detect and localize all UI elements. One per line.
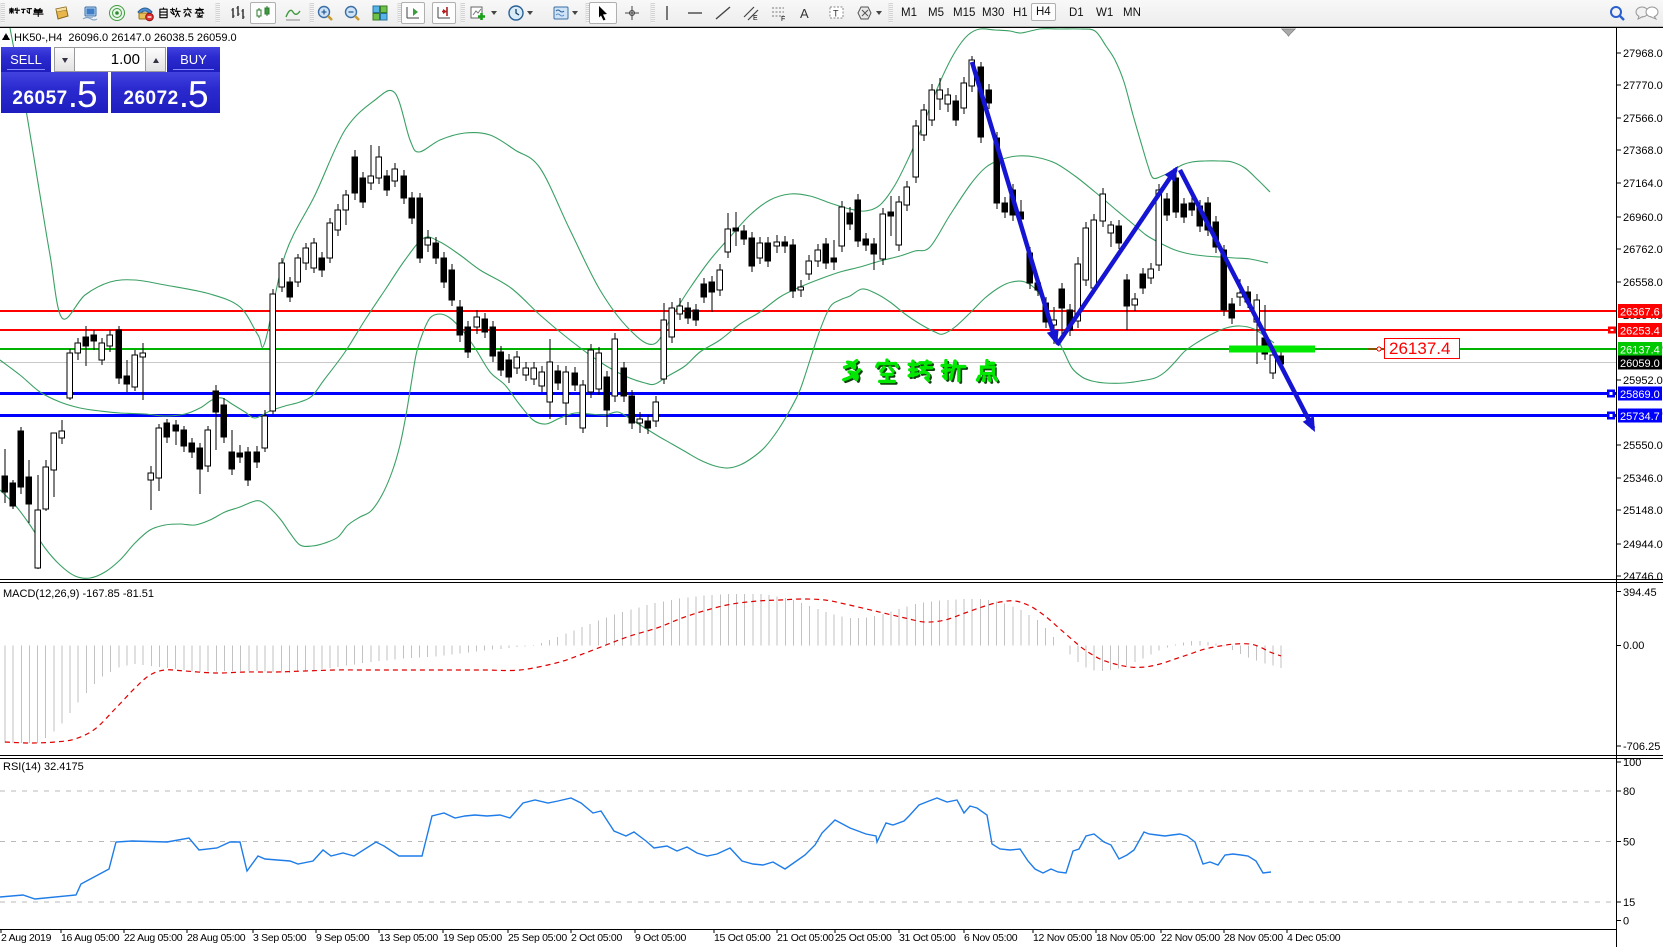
svg-text:27164.0: 27164.0 <box>1623 178 1663 190</box>
svg-text:3 Sep 05:00: 3 Sep 05:00 <box>253 932 307 944</box>
svg-text:22 Nov 05:00: 22 Nov 05:00 <box>1161 932 1220 944</box>
svg-text:31 Oct 05:00: 31 Oct 05:00 <box>899 932 956 944</box>
svg-text:27368.0: 27368.0 <box>1623 145 1663 157</box>
svg-text:25952.0: 25952.0 <box>1623 375 1663 387</box>
svg-text:26137.4: 26137.4 <box>1620 345 1660 357</box>
svg-text:24944.0: 24944.0 <box>1623 539 1663 551</box>
svg-text:RSI(14) 32.4175: RSI(14) 32.4175 <box>3 761 84 773</box>
svg-text:27968.0: 27968.0 <box>1623 48 1663 60</box>
svg-text:25734.7: 25734.7 <box>1620 411 1660 423</box>
svg-text:13 Sep 05:00: 13 Sep 05:00 <box>379 932 438 944</box>
svg-text:25148.0: 25148.0 <box>1623 505 1663 517</box>
svg-text:HK50-,H4 26096.0 26147.0 2603: HK50-,H4 26096.0 26147.0 26038.5 26059.0 <box>14 32 237 44</box>
svg-text:26137.4: 26137.4 <box>1389 339 1450 358</box>
svg-text:F: F <box>781 16 785 22</box>
svg-text:21 Oct 05:00: 21 Oct 05:00 <box>777 932 834 944</box>
svg-text:9 Oct 05:00: 9 Oct 05:00 <box>635 932 686 944</box>
svg-text:16 Aug 05:00: 16 Aug 05:00 <box>61 932 120 944</box>
svg-text:15 Oct 05:00: 15 Oct 05:00 <box>714 932 771 944</box>
svg-text:MACD(12,26,9) -167.85 -81.51: MACD(12,26,9) -167.85 -81.51 <box>3 588 154 600</box>
svg-text:25346.0: 25346.0 <box>1623 473 1663 485</box>
svg-text:50: 50 <box>1623 837 1635 849</box>
svg-text:25 Sep 05:00: 25 Sep 05:00 <box>508 932 567 944</box>
svg-text:25869.0: 25869.0 <box>1620 389 1660 401</box>
svg-text:E: E <box>753 15 758 22</box>
svg-text:100: 100 <box>1623 757 1641 769</box>
svg-text:27770.0: 27770.0 <box>1623 80 1663 92</box>
svg-text:2 Oct 05:00: 2 Oct 05:00 <box>571 932 622 944</box>
svg-text:-706.25: -706.25 <box>1623 741 1660 753</box>
svg-text:80: 80 <box>1623 786 1635 798</box>
svg-text:26059.0: 26059.0 <box>1620 358 1660 370</box>
svg-text:28 Nov 05:00: 28 Nov 05:00 <box>1224 932 1283 944</box>
svg-text:25550.0: 25550.0 <box>1623 440 1663 452</box>
svg-text:28 Aug 05:00: 28 Aug 05:00 <box>187 932 246 944</box>
svg-text:4 Dec 05:00: 4 Dec 05:00 <box>1287 932 1341 944</box>
svg-text:18 Nov 05:00: 18 Nov 05:00 <box>1096 932 1155 944</box>
svg-text:12 Nov 05:00: 12 Nov 05:00 <box>1033 932 1092 944</box>
svg-text:0.00: 0.00 <box>1623 640 1644 652</box>
svg-text:26558.0: 26558.0 <box>1623 277 1663 289</box>
svg-text:27566.0: 27566.0 <box>1623 113 1663 125</box>
svg-text:19 Sep 05:00: 19 Sep 05:00 <box>443 932 502 944</box>
svg-text:15: 15 <box>1623 897 1635 909</box>
svg-text:0: 0 <box>1623 916 1629 928</box>
svg-text:26762.0: 26762.0 <box>1623 244 1663 256</box>
svg-text:9 Sep 05:00: 9 Sep 05:00 <box>316 932 370 944</box>
svg-text:26253.4: 26253.4 <box>1620 326 1660 338</box>
svg-text:394.45: 394.45 <box>1623 587 1657 599</box>
svg-text:25 Oct 05:00: 25 Oct 05:00 <box>835 932 892 944</box>
svg-text:22 Aug 05:00: 22 Aug 05:00 <box>124 932 183 944</box>
svg-text:26960.0: 26960.0 <box>1623 212 1663 224</box>
svg-text:6 Nov 05:00: 6 Nov 05:00 <box>964 932 1018 944</box>
svg-text:T: T <box>833 9 839 19</box>
svg-text:2 Aug 2019: 2 Aug 2019 <box>1 932 52 944</box>
svg-text:24746.0: 24746.0 <box>1623 571 1663 583</box>
svg-text:26367.6: 26367.6 <box>1620 307 1660 319</box>
